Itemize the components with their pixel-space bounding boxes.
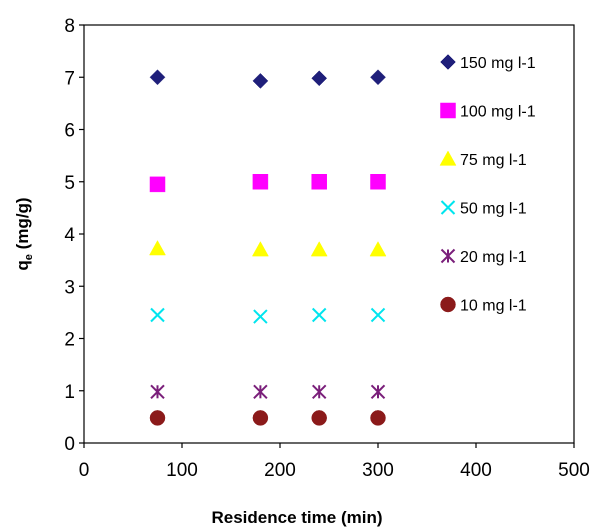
y-tick-label: 7 — [64, 68, 75, 89]
data-point — [311, 174, 327, 190]
series-circle — [149, 410, 386, 426]
x-tick-label: 300 — [362, 460, 394, 481]
y-tick-label: 0 — [64, 434, 75, 455]
y-axis-title: qe (mg/g) — [13, 197, 35, 270]
data-point — [149, 410, 166, 426]
legend-item: 50 mg l-1 — [440, 200, 527, 218]
y-tick-label: 2 — [64, 330, 75, 351]
series-x — [150, 307, 386, 324]
legend: 150 mg l-1 100 mg l-1 75 mg l-1 50 mg l-1 20… — [439, 54, 536, 315]
x-tick-label: 400 — [460, 460, 492, 481]
x-axis-title: Residence time (min) — [212, 508, 383, 527]
y-tick-label: 3 — [64, 277, 75, 298]
y-axis-title-subscript: e — [23, 254, 35, 260]
data-point — [370, 410, 386, 426]
legend-marker-circle — [440, 296, 456, 313]
y-tick-label: 8 — [64, 16, 75, 37]
legend-item: 20 mg l-1 — [440, 248, 527, 266]
legend-marker-star — [440, 248, 456, 264]
data-point — [150, 384, 165, 400]
series-layer — [149, 69, 387, 426]
x-tick-label: 0 — [79, 460, 90, 481]
data-point — [311, 307, 327, 323]
y-axis-title-main: q — [13, 260, 32, 270]
legend-label: 10 mg l-1 — [460, 298, 527, 315]
x-axis: 0 100 200 300 400 500 — [79, 443, 590, 481]
legend-marker-diamond — [440, 54, 456, 70]
data-point — [149, 176, 166, 193]
x-tick-label: 200 — [264, 460, 296, 481]
y-tick-label: 1 — [64, 382, 75, 403]
legend-item: 10 mg l-1 — [440, 296, 527, 315]
plot-area — [83, 24, 575, 444]
data-point — [253, 384, 268, 400]
legend-marker-triangle — [439, 150, 457, 166]
series-triangle — [149, 240, 387, 257]
data-point — [311, 410, 327, 426]
y-axis-title-rest: (mg/g) — [13, 197, 32, 254]
x-tick-label: 100 — [166, 460, 198, 481]
data-point — [370, 307, 386, 323]
x-tick-label: 500 — [558, 460, 590, 481]
legend-label: 50 mg l-1 — [460, 201, 527, 218]
data-point — [311, 70, 328, 87]
y-tick-label: 6 — [64, 121, 75, 142]
legend-item: 100 mg l-1 — [440, 102, 536, 121]
data-point — [370, 384, 386, 400]
legend-label: 20 mg l-1 — [460, 249, 527, 266]
data-point — [369, 241, 387, 257]
y-tick-label: 5 — [64, 173, 75, 194]
legend-item: 150 mg l-1 — [440, 54, 536, 72]
series-square — [149, 174, 386, 193]
y-axis: 0 1 2 3 4 5 6 7 8 — [64, 16, 84, 455]
data-point — [149, 69, 166, 86]
data-point — [252, 174, 269, 190]
legend-label: 75 mg l-1 — [460, 152, 527, 169]
data-point — [149, 240, 166, 256]
data-point — [310, 241, 328, 257]
data-point — [252, 410, 269, 426]
y-tick-label: 4 — [64, 225, 75, 246]
legend-marker-x — [440, 200, 456, 215]
data-point — [252, 73, 269, 89]
data-point — [370, 69, 386, 86]
legend-item: 75 mg l-1 — [439, 150, 527, 169]
series-diamond — [149, 69, 386, 89]
legend-label: 100 mg l-1 — [460, 104, 536, 121]
data-point — [251, 241, 269, 257]
legend-label: 150 mg l-1 — [460, 55, 536, 72]
series-star — [150, 384, 386, 400]
data-point — [311, 384, 327, 400]
data-point — [150, 307, 165, 323]
data-point — [253, 309, 268, 324]
legend-marker-square — [440, 102, 456, 119]
data-point — [370, 174, 386, 190]
